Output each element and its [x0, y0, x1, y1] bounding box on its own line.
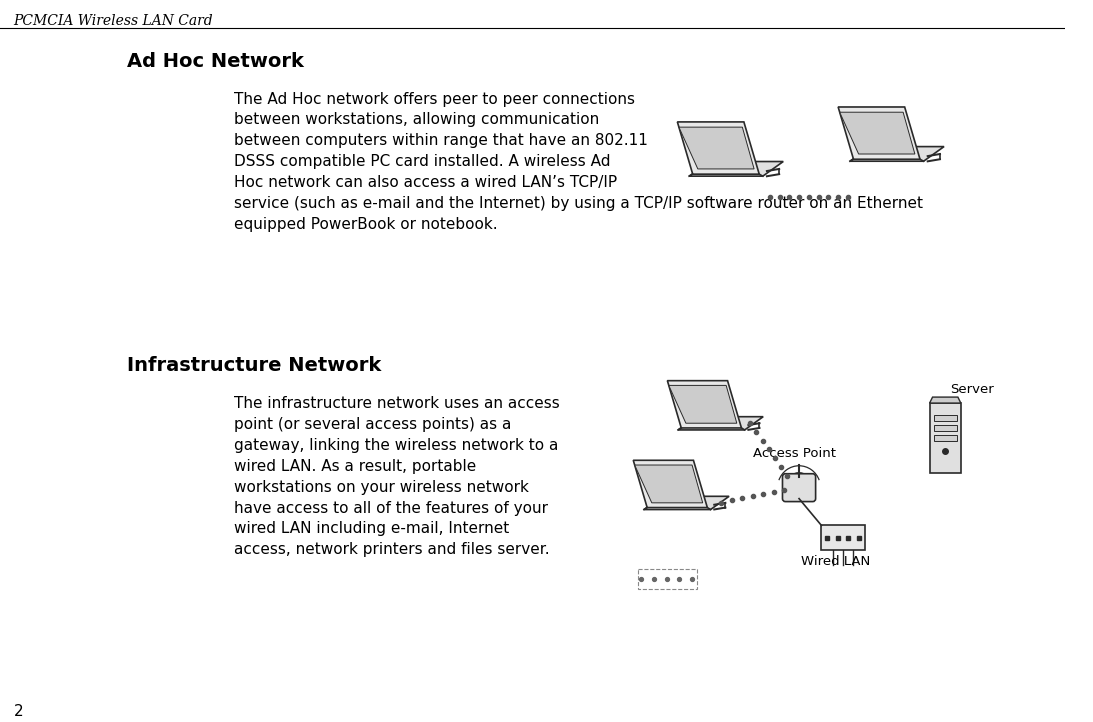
Text: between computers within range that have an 802.11: between computers within range that have…: [234, 134, 648, 148]
Polygon shape: [839, 112, 915, 154]
Polygon shape: [669, 386, 737, 423]
Text: Infrastructure Network: Infrastructure Network: [127, 356, 381, 375]
Polygon shape: [689, 162, 784, 176]
Polygon shape: [821, 526, 865, 550]
Text: 2: 2: [13, 704, 23, 718]
Text: gateway, linking the wireless network to a: gateway, linking the wireless network to…: [234, 438, 559, 453]
Text: PCMCIA Wireless LAN Card: PCMCIA Wireless LAN Card: [13, 14, 213, 28]
Polygon shape: [930, 403, 961, 473]
Polygon shape: [933, 425, 956, 431]
Text: workstations on your wireless network: workstations on your wireless network: [234, 479, 529, 495]
Text: The Ad Hoc network offers peer to peer connections: The Ad Hoc network offers peer to peer c…: [234, 92, 635, 107]
Text: Hoc network can also access a wired LAN’s TCP/IP: Hoc network can also access a wired LAN’…: [234, 175, 616, 190]
Polygon shape: [635, 465, 703, 503]
Text: service (such as e-mail and the Internet) by using a TCP/IP software router on a: service (such as e-mail and the Internet…: [234, 196, 922, 211]
Text: Server: Server: [950, 383, 994, 396]
Polygon shape: [933, 435, 956, 441]
Polygon shape: [633, 461, 707, 508]
Text: access, network printers and files server.: access, network printers and files serve…: [234, 542, 550, 557]
FancyBboxPatch shape: [783, 474, 815, 502]
Text: between workstations, allowing communication: between workstations, allowing communica…: [234, 113, 599, 128]
Polygon shape: [679, 127, 754, 169]
Text: DSSS compatible PC card installed. A wireless Ad: DSSS compatible PC card installed. A wir…: [234, 155, 610, 169]
Text: wired LAN including e-mail, Internet: wired LAN including e-mail, Internet: [234, 521, 509, 536]
Polygon shape: [678, 417, 763, 430]
Text: wired LAN. As a result, portable: wired LAN. As a result, portable: [234, 458, 477, 474]
Polygon shape: [678, 122, 760, 174]
Text: Wired LAN: Wired LAN: [801, 555, 871, 568]
Polygon shape: [850, 147, 944, 161]
Polygon shape: [644, 496, 729, 510]
Text: Ad Hoc Network: Ad Hoc Network: [127, 52, 304, 71]
Text: Access Point: Access Point: [753, 447, 836, 460]
Polygon shape: [668, 380, 741, 428]
Text: The infrastructure network uses an access: The infrastructure network uses an acces…: [234, 396, 560, 411]
Polygon shape: [930, 397, 961, 403]
Text: equipped PowerBook or notebook.: equipped PowerBook or notebook.: [234, 217, 497, 232]
Text: point (or several access points) as a: point (or several access points) as a: [234, 417, 512, 432]
Polygon shape: [933, 415, 956, 421]
Polygon shape: [838, 107, 920, 160]
Text: have access to all of the features of your: have access to all of the features of yo…: [234, 500, 548, 516]
